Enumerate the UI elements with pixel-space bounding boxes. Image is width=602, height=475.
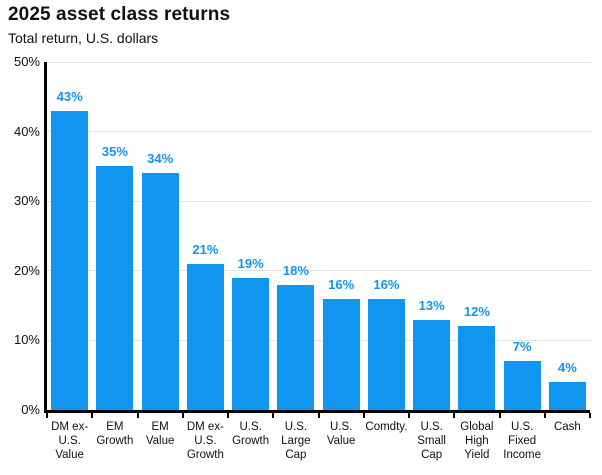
- x-axis-tick: [46, 413, 48, 418]
- gridline: [47, 61, 591, 63]
- bar-value-label: 12%: [463, 304, 490, 320]
- x-axis-tick: [498, 413, 501, 418]
- x-axis-category-label: EM Value: [145, 421, 175, 447]
- x-axis-category-label: Cash: [553, 421, 581, 433]
- x-axis-category-label: DM ex-U.S. Value: [51, 421, 89, 461]
- x-axis-category-label: U.S. Value: [326, 421, 356, 447]
- y-axis-tick-label: 0%: [21, 402, 40, 417]
- bar: [458, 326, 496, 410]
- bar-value-label: 43%: [56, 88, 83, 104]
- x-axis-tick: [136, 413, 139, 418]
- bar-value-label: 19%: [237, 255, 264, 271]
- bar: [367, 298, 405, 410]
- x-axis-category-label: Global High Yield: [460, 421, 494, 461]
- gridline: [47, 339, 591, 341]
- y-axis-line: [44, 62, 47, 413]
- x-axis-category-label: U.S. Large Cap: [281, 421, 311, 461]
- x-axis-category-label: EM Growth: [96, 421, 134, 447]
- bar: [141, 173, 179, 410]
- y-axis-tick-label: 10%: [13, 332, 40, 348]
- bar: [51, 110, 89, 410]
- x-axis-tick: [181, 413, 184, 418]
- bar-value-label: 18%: [282, 262, 309, 278]
- bar-value-label: 34%: [147, 151, 174, 167]
- bar-value-label: 16%: [328, 276, 355, 292]
- bar: [503, 361, 541, 410]
- x-axis-tick: [589, 413, 591, 418]
- x-axis-tick: [91, 413, 94, 418]
- x-axis-tick: [408, 413, 410, 418]
- bar: [322, 298, 360, 410]
- x-axis-category-label: DM ex-U.S. Growth: [186, 421, 224, 461]
- x-axis-tick: [543, 413, 546, 418]
- gridline: [47, 200, 591, 202]
- x-axis-tick: [453, 413, 456, 418]
- y-axis-tick-label: 30%: [13, 193, 40, 209]
- chart-subtitle: Total return, U.S. dollars: [8, 30, 159, 46]
- x-axis-tick: [227, 413, 229, 418]
- x-axis-category-label: U.S. Fixed Income: [503, 421, 541, 461]
- bar: [96, 166, 134, 410]
- bar: [232, 277, 270, 410]
- bar-value-label: 16%: [373, 276, 400, 292]
- bar: [548, 382, 586, 410]
- y-axis-tick-label: 20%: [13, 262, 40, 278]
- bar: [186, 263, 224, 410]
- x-axis-category-label: U.S. Growth: [232, 421, 270, 447]
- bar-value-label: 21%: [192, 241, 219, 257]
- chart-title: 2025 asset class returns: [8, 4, 231, 25]
- gridline: [47, 270, 591, 272]
- bar-value-label: 4%: [557, 360, 577, 376]
- bar-value-label: 35%: [101, 144, 128, 160]
- y-axis-tick-label: 50%: [13, 54, 40, 69]
- gridline: [47, 131, 591, 133]
- x-axis-category-label: U.S. Small Cap: [417, 421, 446, 461]
- bar-value-label: 13%: [418, 297, 445, 313]
- x-axis-tick: [362, 413, 365, 418]
- bar-value-label: 7%: [512, 339, 532, 355]
- x-axis-tick: [317, 413, 320, 418]
- x-axis-line: [44, 410, 590, 413]
- x-axis-category-label: Comdty.: [365, 421, 408, 433]
- bar: [413, 319, 451, 410]
- y-axis-tick-label: 40%: [13, 123, 40, 139]
- x-axis-tick: [272, 413, 275, 418]
- bar: [277, 284, 315, 410]
